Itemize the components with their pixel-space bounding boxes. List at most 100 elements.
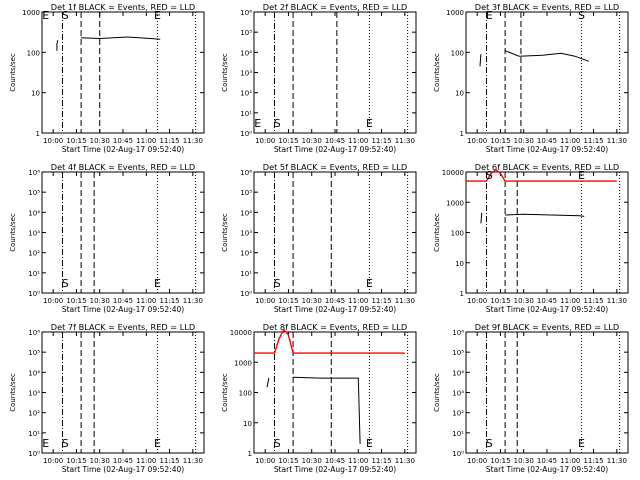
x-axis-label: Start Time (02-Aug-17 09:52:40) — [274, 145, 396, 154]
x-tick-label: 10:15 — [278, 457, 298, 465]
plot-frame — [253, 11, 417, 134]
event-marker-label: S — [62, 277, 69, 290]
chart-title: Det 4f BLACK = Events, RED = LLD — [51, 162, 195, 172]
plot-frame — [465, 171, 629, 294]
y-tick-label: 10⁵ — [240, 189, 252, 197]
panel-8: Det 8f BLACK = Events, RED = LLD 1 10 100 10… — [221, 322, 417, 474]
panel-4: Det 4f BLACK = Events, RED = LLD 10⁰ 10¹ 10… — [9, 162, 205, 314]
x-tick-label: 10:30 — [90, 457, 110, 465]
x-tick-label: 10:45 — [325, 457, 345, 465]
x-tick-label: 11:15 — [159, 457, 179, 465]
x-tick-label: 10:45 — [113, 297, 133, 305]
plot-frame — [41, 171, 205, 294]
series-line-2 — [266, 376, 361, 444]
y-axis-label: Counts/sec — [433, 213, 441, 252]
y-axis-label: Counts/sec — [221, 373, 229, 412]
x-tick-label: 11:30 — [395, 457, 415, 465]
y-axis-label: Counts/sec — [9, 213, 17, 252]
y-axis-label: Counts/sec — [221, 53, 229, 92]
y-tick-label: 10⁵ — [28, 189, 40, 197]
chart-title: Det 2f BLACK = Events, RED = LLD — [263, 2, 407, 12]
x-axis-label: Start Time (02-Aug-17 09:52:40) — [486, 145, 608, 154]
y-axis-label: Counts/sec — [433, 53, 441, 92]
x-axis-label: Start Time (02-Aug-17 09:52:40) — [274, 305, 396, 314]
x-tick-label: 10:15 — [66, 137, 86, 145]
event-marker-label: E — [154, 437, 161, 450]
x-tick-label: 11:00 — [560, 297, 580, 305]
y-tick-label: 10⁵ — [28, 349, 40, 357]
chart-title: Det 9f BLACK = Events, RED = LLD — [475, 322, 619, 332]
y-tick-label: 10⁶ — [452, 329, 464, 337]
y-tick-label: 10⁴ — [452, 369, 464, 377]
x-axis-label: Start Time (02-Aug-17 09:52:40) — [486, 305, 608, 314]
plot-frame — [465, 11, 629, 134]
event-marker-label: E — [254, 117, 261, 130]
y-tick-label: 10 — [31, 90, 40, 98]
x-tick-label: 11:00 — [348, 457, 368, 465]
x-tick-label: 10:15 — [490, 457, 510, 465]
x-tick-label: 10:45 — [113, 137, 133, 145]
y-tick-label: 10⁰ — [240, 130, 252, 138]
y-tick-label: 10⁰ — [240, 290, 252, 298]
panel-6: Det 6f BLACK = Events, RED = LLD 1 10 100 10… — [433, 162, 629, 314]
event-marker-label: E — [366, 117, 373, 130]
x-tick-label: 11:15 — [583, 297, 603, 305]
y-tick-label: 10⁶ — [28, 169, 40, 177]
chart-title: Det 5f BLACK = Events, RED = LLD — [263, 162, 407, 172]
x-tick-label: 10:00 — [467, 457, 487, 465]
x-tick-label: 11:00 — [136, 297, 156, 305]
event-marker-label: E — [486, 9, 493, 22]
plot-frame — [253, 331, 417, 454]
x-tick-label: 10:00 — [255, 297, 275, 305]
event-marker-label: E — [42, 9, 49, 22]
event-marker-label: S — [274, 117, 281, 130]
x-tick-label: 10:00 — [467, 297, 487, 305]
y-tick-label: 10 — [455, 260, 464, 268]
x-tick-label: 11:15 — [371, 297, 391, 305]
y-tick-label: 1000 — [234, 359, 252, 367]
event-marker-label: S — [274, 277, 281, 290]
x-tick-label: 11:00 — [136, 457, 156, 465]
y-tick-label: 10² — [28, 410, 40, 418]
y-tick-label: 10² — [28, 250, 40, 258]
y-tick-label: 10⁴ — [28, 209, 40, 217]
x-tick-label: 10:00 — [43, 297, 63, 305]
x-tick-label: 10:30 — [514, 297, 534, 305]
y-tick-label: 10⁴ — [28, 369, 40, 377]
series-line-1 — [254, 328, 405, 354]
panel-9: Det 9f BLACK = Events, RED = LLD 10⁰ 10¹ 10… — [433, 322, 629, 474]
x-tick-label: 11:00 — [560, 137, 580, 145]
event-marker-label: E — [578, 437, 585, 450]
x-axis-label: Start Time (02-Aug-17 09:52:40) — [486, 465, 608, 474]
x-tick-label: 10:30 — [302, 457, 322, 465]
y-tick-label: 10¹ — [28, 430, 40, 438]
x-tick-label: 11:30 — [395, 137, 415, 145]
x-tick-label: 10:00 — [43, 137, 63, 145]
y-tick-label: 10⁴ — [240, 49, 252, 57]
x-tick-label: 10:45 — [113, 457, 133, 465]
y-tick-label: 10³ — [240, 230, 252, 238]
panel-1: Det 1f BLACK = Events, RED = LLD 1 10 100 10… — [9, 2, 205, 154]
y-tick-label: 100 — [239, 390, 252, 398]
chart-title: Det 3f BLACK = Events, RED = LLD — [475, 2, 619, 12]
y-tick-label: 10000 — [230, 329, 252, 337]
event-marker-label: S — [486, 437, 493, 450]
x-tick-label: 10:15 — [490, 297, 510, 305]
y-tick-label: 1000 — [446, 199, 464, 207]
panel-5: Det 5f BLACK = Events, RED = LLD 10⁰ 10¹ 10… — [221, 162, 417, 314]
x-tick-label: 11:00 — [560, 457, 580, 465]
y-tick-label: 1 — [248, 450, 252, 458]
y-tick-label: 10000 — [442, 169, 464, 177]
y-tick-label: 1 — [460, 130, 464, 138]
x-tick-label: 10:00 — [255, 137, 275, 145]
x-axis-label: Start Time (02-Aug-17 09:52:40) — [62, 305, 184, 314]
y-axis-label: Counts/sec — [433, 373, 441, 412]
x-tick-label: 10:15 — [66, 457, 86, 465]
y-tick-label: 100 — [27, 49, 40, 57]
event-marker-label: S — [578, 9, 585, 22]
y-tick-label: 100 — [451, 49, 464, 57]
chart-title: Det 8f BLACK = Events, RED = LLD — [263, 322, 407, 332]
x-tick-label: 10:15 — [278, 137, 298, 145]
y-tick-label: 10³ — [452, 390, 464, 398]
plot-frame — [253, 171, 417, 294]
